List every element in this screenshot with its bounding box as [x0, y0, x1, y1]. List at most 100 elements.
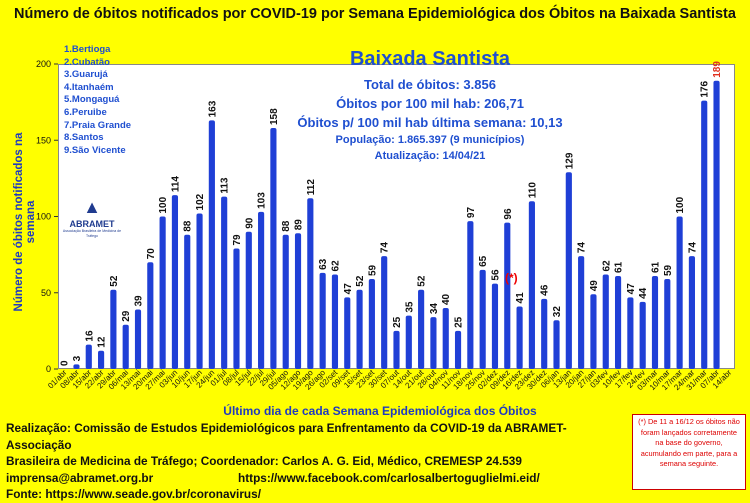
y-tick-label: 50 — [41, 288, 51, 298]
data-label: 44 — [638, 287, 649, 299]
bar — [331, 274, 339, 369]
y-axis-label: Número de óbitos notificados na semana — [13, 132, 37, 312]
bar — [516, 306, 523, 369]
bar — [578, 256, 585, 369]
bar — [258, 211, 265, 369]
bar — [528, 201, 535, 369]
data-label: 41 — [515, 292, 526, 304]
data-label: 96 — [503, 208, 514, 220]
data-label: 74 — [380, 242, 391, 254]
bar — [701, 100, 708, 369]
bar — [381, 256, 388, 369]
bar — [85, 344, 92, 369]
data-label: 158 — [269, 108, 280, 125]
data-label: 52 — [417, 275, 428, 287]
bar — [221, 196, 228, 369]
bar — [233, 248, 240, 369]
population: População: 1.865.397 (9 municípios) — [335, 134, 525, 146]
bar — [98, 350, 105, 369]
data-label: 100 — [158, 196, 169, 213]
bar — [614, 275, 622, 369]
bar — [356, 289, 363, 369]
data-label: 88 — [183, 220, 194, 232]
logo-icon: ▲ — [83, 197, 101, 217]
data-label: 163 — [207, 100, 218, 117]
data-label: 32 — [552, 306, 563, 318]
bar — [590, 294, 597, 369]
bar — [442, 308, 449, 369]
bar — [282, 234, 289, 369]
data-label: 46 — [540, 284, 551, 296]
data-label: 52 — [109, 275, 120, 287]
bar — [541, 298, 548, 369]
deaths-per-100k-last-week: Óbitos p/ 100 mil hab última semana: 10,… — [297, 115, 563, 130]
data-label: 70 — [146, 248, 157, 260]
data-label: 113 — [220, 177, 231, 194]
bar — [73, 364, 80, 369]
data-label: 12 — [97, 336, 108, 348]
deaths-per-100k: Óbitos por 100 mil hab: 206,71 — [336, 96, 524, 111]
data-label: 47 — [626, 283, 637, 295]
city-item: 3.Guarujá — [64, 69, 108, 81]
bar — [479, 269, 486, 369]
city-item: 4.Itanhaém — [64, 81, 114, 93]
bar — [602, 274, 609, 369]
data-label: 65 — [478, 255, 489, 267]
bar — [688, 256, 695, 369]
footnote-box: (*) De 11 a 16/12 os óbitos não foram la… — [632, 414, 746, 490]
total-deaths: Total de óbitos: 3.856 — [364, 77, 496, 92]
data-label: 47 — [343, 283, 354, 295]
summary-box: Baixada Santista Total de óbitos: 3.856 … — [290, 48, 570, 164]
bar — [307, 198, 314, 369]
data-label: 62 — [601, 260, 612, 272]
data-label: 97 — [466, 207, 477, 219]
x-axis-label: Último dia de cada Semana Epidemiológica… — [223, 404, 537, 418]
bar — [664, 279, 671, 369]
summary-title: Baixada Santista — [349, 48, 511, 70]
data-label: 100 — [675, 196, 686, 213]
bar — [159, 216, 166, 369]
bar — [319, 272, 326, 369]
bar — [196, 213, 203, 369]
data-label: 176 — [700, 80, 711, 97]
footer-source-link[interactable]: Fonte: https://www.seade.gov.br/coronavi… — [6, 487, 261, 501]
bar — [270, 128, 277, 369]
footer-facebook-link[interactable]: https://www.facebook.com/carlosalbertogu… — [238, 470, 540, 485]
logo-name: ABRAMET — [69, 219, 115, 229]
bar — [430, 317, 437, 369]
anomaly-marker: (*) — [505, 271, 518, 285]
bar — [565, 172, 572, 369]
data-label: 56 — [490, 269, 501, 281]
y-tick-label: 100 — [36, 212, 51, 222]
data-label: 39 — [134, 295, 145, 307]
city-item: 8.Santos — [64, 132, 104, 144]
data-label: 3 — [72, 355, 83, 361]
data-label: 90 — [244, 217, 255, 229]
bar — [393, 330, 400, 369]
data-label: 74 — [577, 242, 588, 254]
bar — [184, 234, 191, 369]
data-label: 59 — [367, 264, 378, 276]
update-date: Atualização: 14/04/21 — [374, 150, 486, 162]
city-item: 9.São Vicente — [64, 144, 126, 156]
footer-line-1: Realização: Comissão de Estudos Epidemio… — [6, 421, 567, 452]
city-item: 5.Mongaguá — [64, 94, 120, 106]
chart-title: Número de óbitos notificados por COVID-1… — [14, 6, 736, 22]
bar — [713, 80, 720, 370]
bar — [122, 324, 129, 369]
bar — [454, 330, 462, 369]
data-label: 89 — [294, 219, 305, 231]
footer-credits: Realização: Comissão de Estudos Epidemio… — [6, 420, 624, 503]
data-label: 114 — [170, 176, 181, 193]
data-label: 40 — [441, 293, 452, 305]
city-item: 2.Cubatão — [64, 56, 110, 68]
city-item: 7.Praia Grande — [64, 119, 132, 131]
bar — [134, 309, 142, 369]
bar — [208, 120, 215, 369]
data-label: 129 — [564, 152, 575, 169]
plot-area — [58, 64, 735, 369]
data-label: 25 — [392, 316, 403, 328]
footer-email-link[interactable]: imprensa@abramet.org.br — [6, 470, 154, 485]
bar — [467, 221, 474, 369]
bar — [491, 283, 499, 369]
